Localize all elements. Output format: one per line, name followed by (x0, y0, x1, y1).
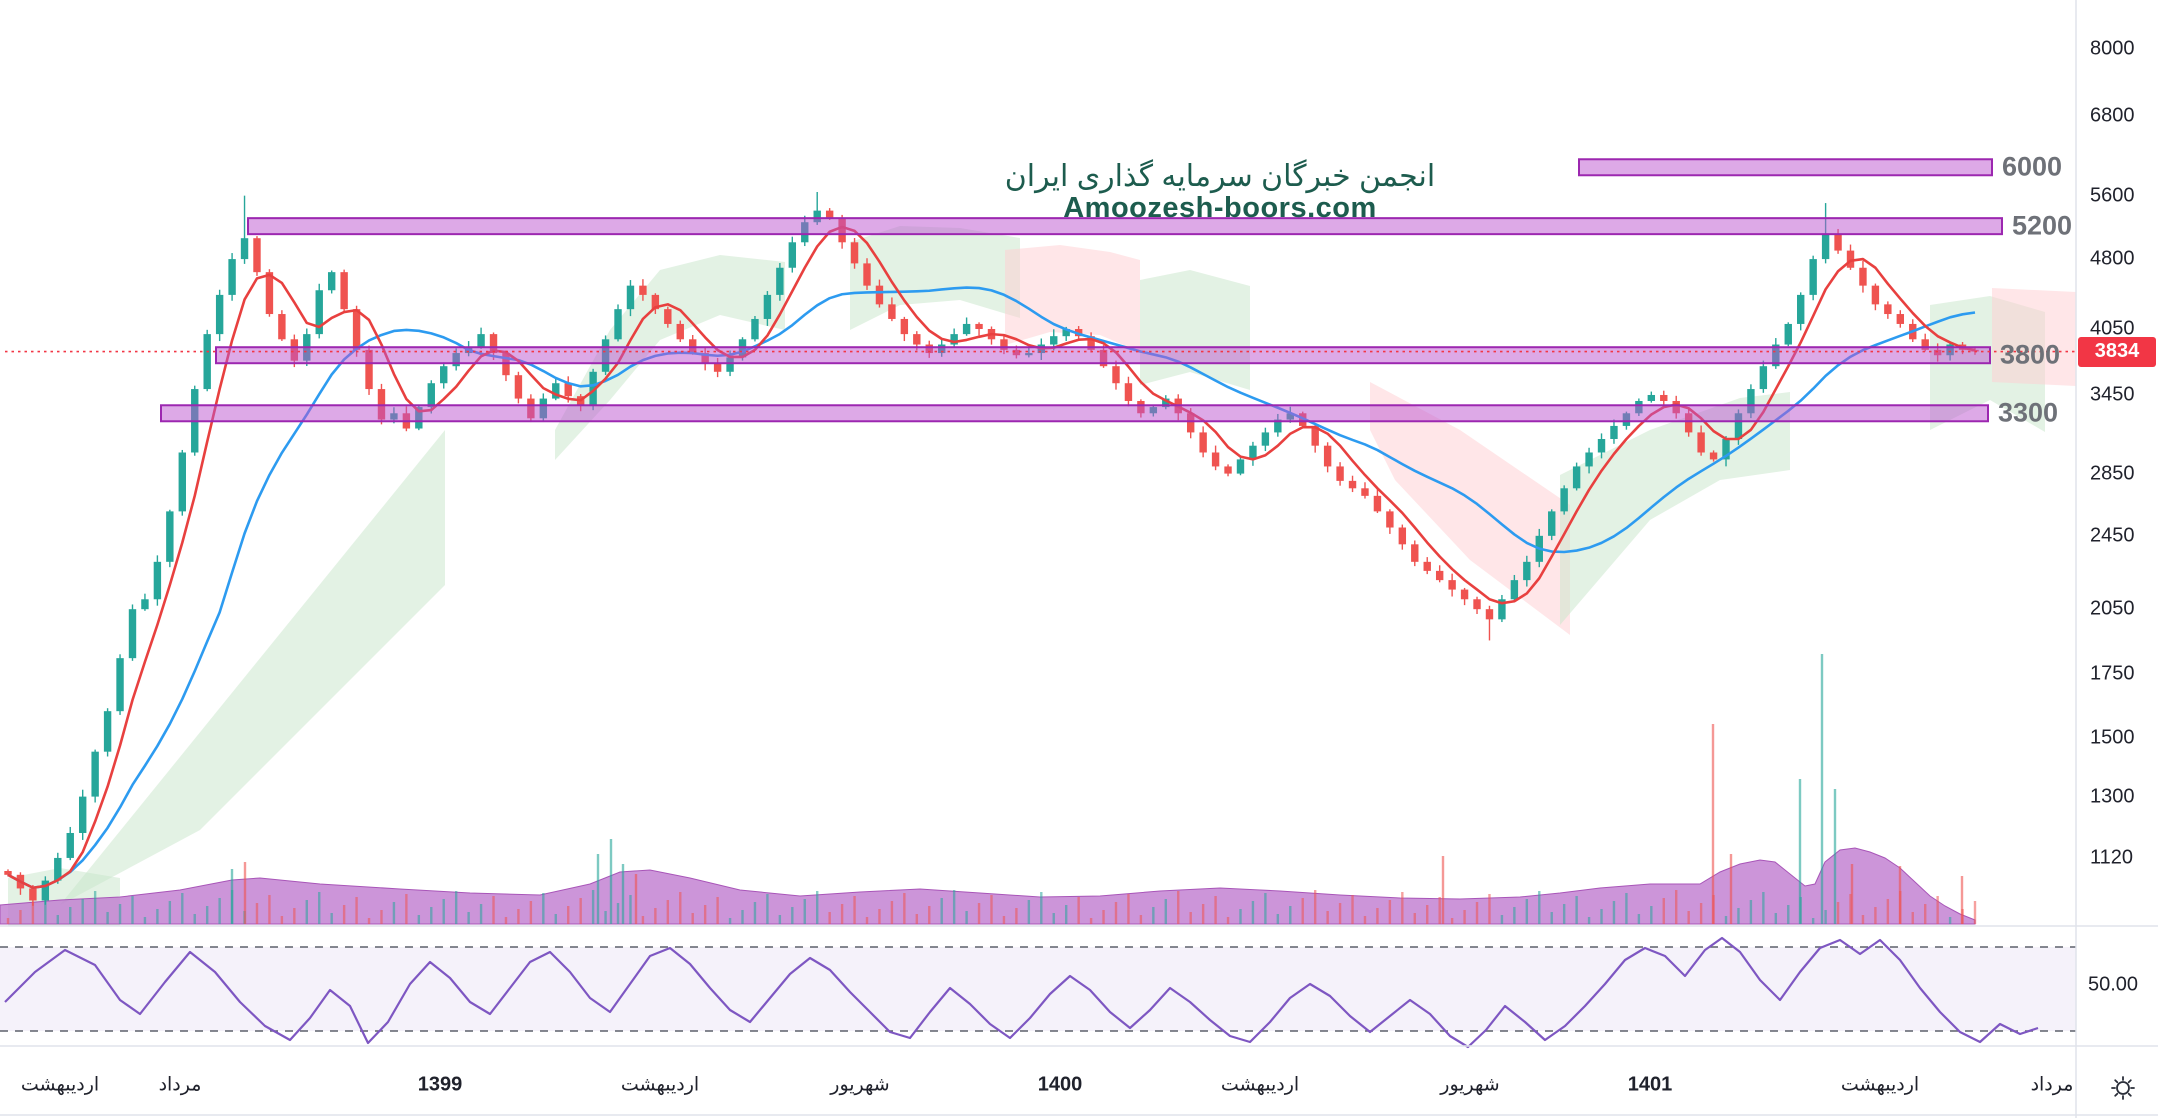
price-tick: 1300 (2090, 785, 2135, 808)
price-tick: 3450 (2090, 383, 2135, 406)
ichimoku-cloud (850, 226, 1020, 330)
price-tick: 6800 (2090, 104, 2135, 127)
time-tick-month: اردیبهشت (20, 1074, 100, 1096)
time-tick-month: شهریور (830, 1074, 890, 1096)
time-tick-month: اردیبهشت (620, 1074, 700, 1096)
price-tick: 2850 (2090, 462, 2135, 485)
ichimoku-cloud (555, 255, 785, 460)
ichimoku-cloud (1140, 270, 1250, 390)
zone-label: 3300 (1998, 397, 2059, 428)
last-price-label: 3834 (2078, 336, 2156, 367)
price-tick: 1750 (2090, 662, 2135, 685)
price-tick: 4800 (2090, 247, 2135, 270)
price-tick: 5600 (2090, 184, 2135, 207)
price-tick: 2050 (2090, 597, 2135, 620)
price-tick: 2450 (2090, 524, 2135, 547)
time-tick-year: 1399 (417, 1073, 463, 1096)
oscillator-band (0, 947, 2076, 1031)
price-tick: 1120 (2090, 846, 2134, 869)
oscillator-line (4, 936, 2039, 1049)
time-tick-month: مرداد (158, 1074, 202, 1096)
zone-rectangle[interactable] (160, 404, 1989, 423)
volume-bars (6, 654, 1977, 924)
time-tick-month: مرداد (2030, 1074, 2074, 1096)
time-tick-month: اردیبهشت (1840, 1074, 1920, 1096)
volume-area (0, 847, 1976, 925)
ichimoku-cloud (1992, 288, 2076, 386)
time-tick-month: شهریور (1440, 1074, 1500, 1096)
ma-slow-line (7, 286, 1976, 890)
sun-icon (2111, 1076, 2135, 1100)
ichimoku-cloud (60, 430, 445, 905)
zone-rectangle[interactable] (247, 217, 2003, 236)
time-tick-year: 1401 (1627, 1073, 1673, 1096)
zone-label: 6000 (2002, 151, 2063, 182)
theme-toggle-button[interactable] (2101, 1066, 2145, 1110)
zone-rectangle[interactable] (1578, 158, 1993, 177)
price-tick: 8000 (2090, 37, 2135, 60)
ichimoku-cloud (1370, 382, 1570, 635)
time-axis[interactable]: اردیبهشت مرداد 1399 اردیبهشت شهریور 1400 اردیب… (0, 1047, 2076, 1118)
zone-rectangle[interactable] (215, 346, 1991, 365)
oscillator-scale-label: 50.00 (2088, 973, 2139, 996)
time-tick-month: اردیبهشت (1220, 1074, 1300, 1096)
zone-label: 5200 (2012, 210, 2073, 241)
zone-label: 3800 (2000, 339, 2061, 370)
time-tick-year: 1400 (1037, 1073, 1083, 1096)
ichimoku-cloud (1560, 392, 1790, 625)
price-tick: 1500 (2090, 726, 2135, 749)
ma-fast-line (7, 225, 1976, 890)
price-tick: 4050 (2090, 317, 2135, 340)
ichimoku-cloud (1005, 245, 1140, 352)
